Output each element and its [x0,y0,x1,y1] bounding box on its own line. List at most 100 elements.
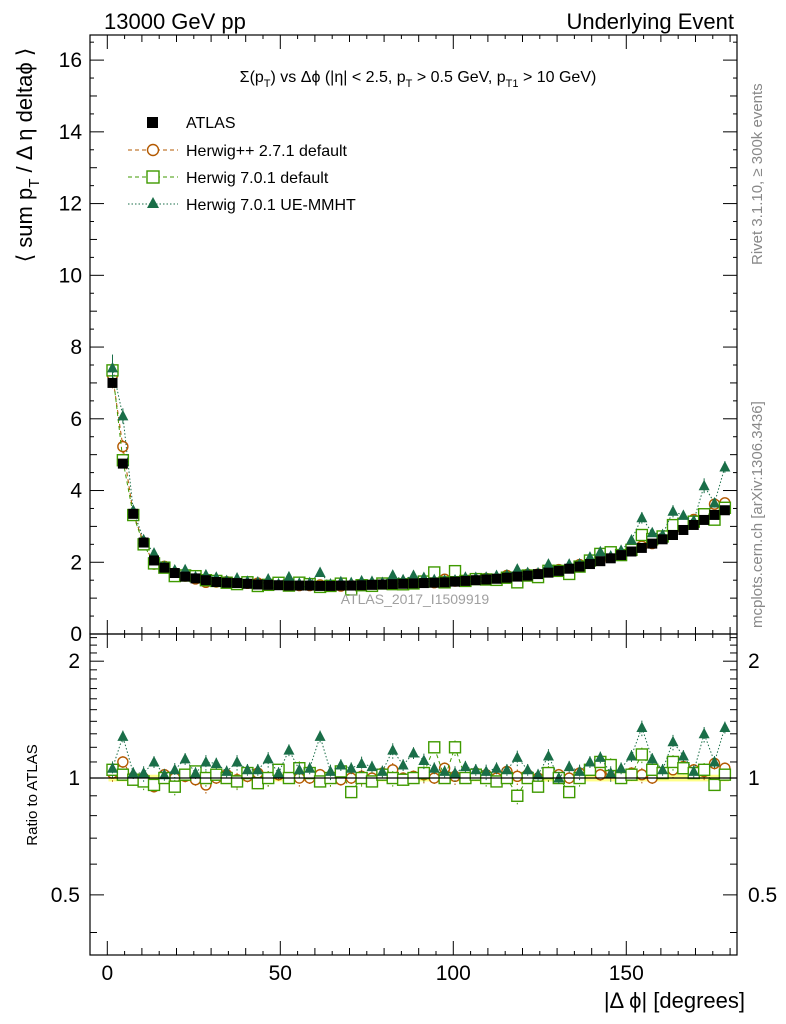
ratio-point-ue-mmht [356,757,368,769]
ratio-point-ue-mmht [408,747,419,758]
point-atlas [688,519,699,530]
ratio-y-tick-label-right: 2 [748,650,760,673]
point-atlas [273,580,284,591]
ratio-point-ue-mmht [117,730,129,741]
point-ue-mmht [387,569,399,580]
point-atlas [304,580,315,591]
ratio-point-ue-mmht [304,762,316,773]
ratio-point-herwig7 [417,766,431,780]
ratio-point-ue-mmht [252,763,264,775]
ratio-point-ue-mmht [418,754,430,765]
ratio-point-herwig7 [708,778,721,792]
point-atlas [242,578,253,589]
ratio-point-ue-mmht [594,751,606,762]
analysis-watermark: ATLAS_2017_I1509919 [341,591,490,607]
mcplots-label: mcplots.cern.ch [arXiv:1306.3436] [749,401,766,628]
ratio-point-ue-mmht [511,751,523,762]
ratio-point-ue-mmht [480,765,492,776]
x-tick-label: 100 [436,962,471,985]
y-axis-label: ⟨ sum pT / Δ η deltaϕ ⟩ [12,48,43,263]
point-atlas [387,579,398,590]
legend-marker-herwigpp [146,143,160,157]
point-atlas [398,578,409,589]
point-ue-mmht [698,479,710,491]
ratio-point-ue-mmht [677,749,689,761]
point-atlas [211,576,222,587]
point-atlas [574,561,585,572]
ratio-point-herwig7 [646,763,659,777]
legend-marker-ue-mmht [147,197,159,208]
point-atlas [149,555,160,566]
point-ue-mmht [106,361,118,373]
ratio-point-ue-mmht [657,763,669,775]
ratio-point-ue-mmht [138,767,150,778]
point-atlas [117,458,128,469]
point-ue-mmht [542,558,554,569]
point-atlas [263,579,274,590]
point-atlas [169,568,180,579]
rivet-version-label: Rivet 3.1.10, ≥ 300k events [749,83,766,265]
point-atlas [699,514,710,525]
point-atlas [232,578,243,589]
y-tick-label: 8 [70,336,82,359]
y-tick-label: 6 [70,408,82,431]
point-atlas [221,577,232,588]
ratio-point-herwig7 [666,755,680,769]
point-atlas [636,542,647,553]
ratio-point-ue-mmht [574,765,586,776]
point-atlas [294,580,305,591]
point-atlas [709,509,720,520]
point-ue-mmht [677,509,689,520]
point-atlas [512,571,523,582]
ratio-point-herwig7 [230,775,244,788]
ratio-point-ue-mmht [345,762,357,773]
point-atlas [429,577,440,588]
ratio-point-ue-mmht [522,763,534,775]
ratio-point-ue-mmht [553,772,565,783]
ratio-point-herwig7 [635,748,649,761]
point-atlas [626,546,637,557]
point-ue-mmht [117,409,129,421]
point-ue-mmht [314,566,326,577]
ratio-point-ue-mmht [179,752,191,764]
ratio-point-herwigpp [117,756,129,768]
legend-label-atlas: ATLAS [186,115,236,132]
ratio-point-ue-mmht [449,767,461,778]
ratio-point-ue-mmht [605,767,617,778]
ratio-point-herwig7 [396,773,410,786]
point-atlas [335,580,346,591]
ratio-point-ue-mmht [491,762,503,773]
ratio-point-ue-mmht [563,760,575,772]
ratio-point-herwig7 [448,741,462,754]
point-atlas [325,580,336,591]
ratio-point-ue-mmht [470,763,482,775]
point-ue-mmht [667,505,679,516]
ratio-y-axis-label: Ratio to ATLAS [24,744,41,845]
point-atlas [501,572,512,583]
legend-label-herwigpp: Herwig++ 2.7.1 default [186,143,348,160]
ratio-point-ue-mmht [387,744,399,755]
ratio-point-ue-mmht [190,767,202,778]
ratio-point-ue-mmht [210,757,222,769]
ratio-point-herwigpp [511,770,523,783]
ratio-point-ue-mmht [335,759,347,770]
ratio-point-ue-mmht [625,749,637,761]
point-ue-mmht [584,551,596,562]
x-tick-label: 150 [609,962,644,985]
point-atlas [315,580,326,591]
point-herwigpp [117,440,129,453]
ratio-point-ue-mmht [376,765,388,776]
ratio-point-ue-mmht [158,768,170,780]
point-atlas [159,562,170,573]
ratio-y-tick-label-right: 1 [748,767,760,790]
y-tick-label: 2 [70,551,82,574]
ratio-point-ue-mmht [428,762,440,773]
y-tick-label: 4 [70,480,82,503]
point-atlas [366,579,377,590]
legend-marker-herwig7 [146,170,160,184]
ratio-point-herwig7 [677,762,690,775]
legend-label-ue-mmht: Herwig 7.0.1 UE-MMHT [186,197,356,214]
point-ue-mmht [148,547,160,558]
